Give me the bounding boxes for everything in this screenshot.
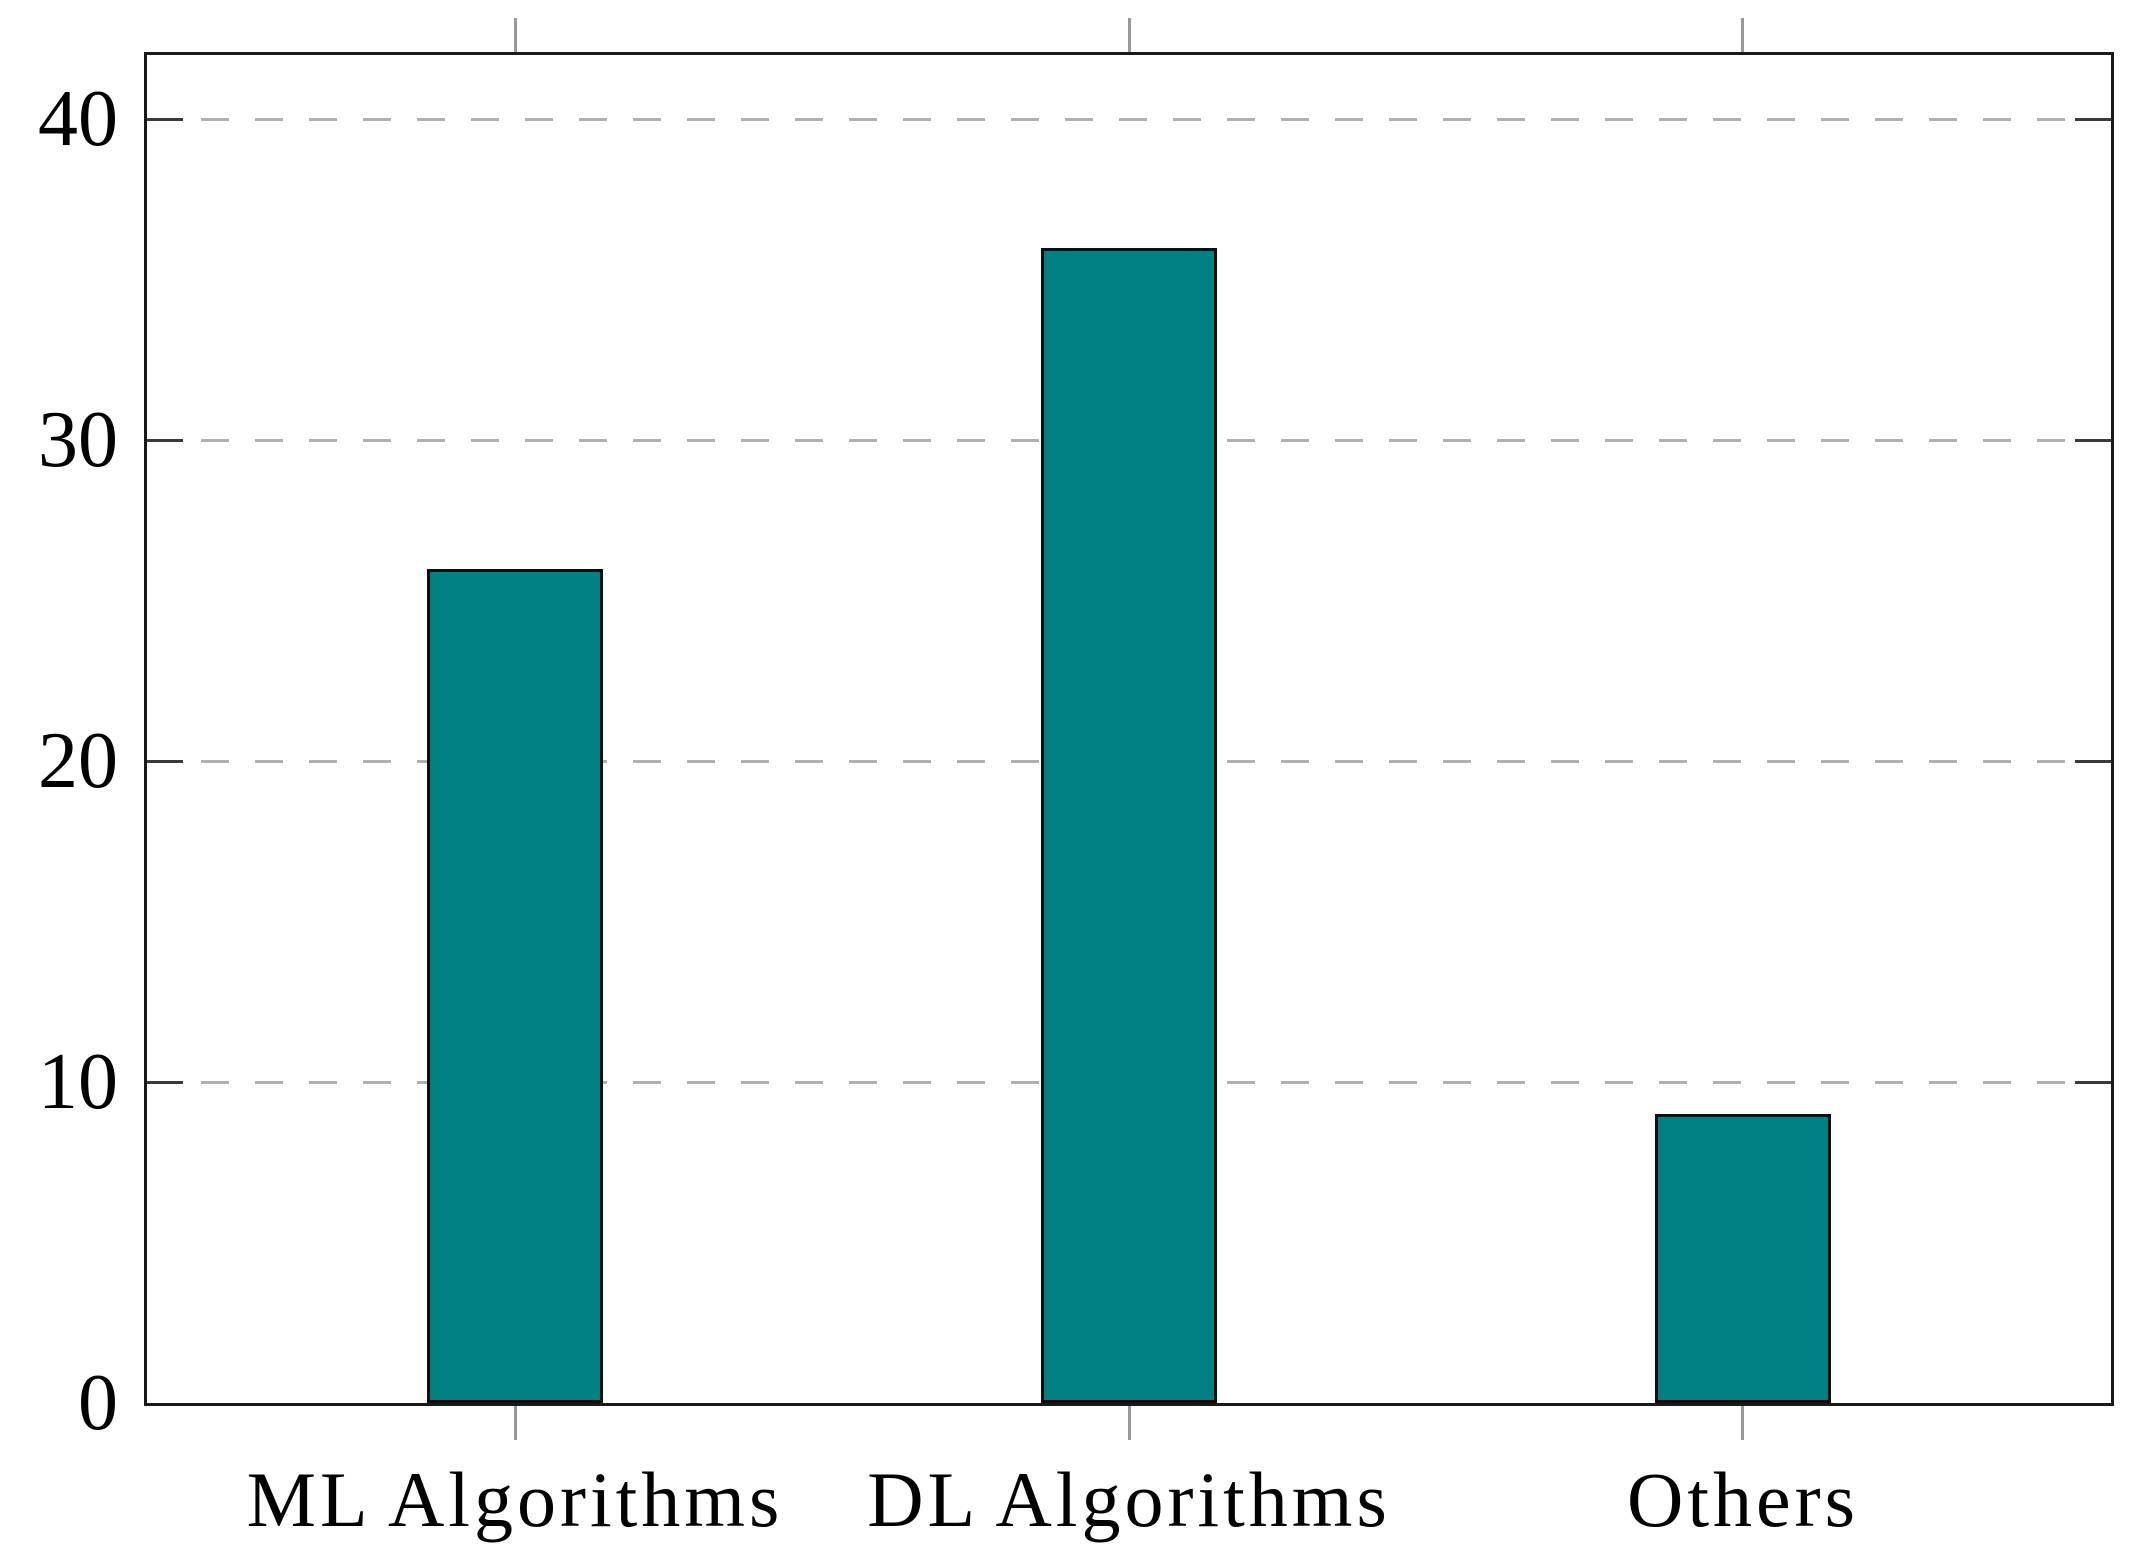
y-axis-tick-mark — [2075, 117, 2111, 121]
y-axis-tick-mark — [147, 438, 183, 442]
y-axis-tick-mark — [147, 759, 183, 763]
bar-ml-algorithms — [427, 568, 604, 1403]
horizontal-gridline — [147, 117, 2111, 121]
y-axis-tick-mark — [2075, 438, 2111, 442]
y-axis-tick-label: 10 — [38, 1038, 118, 1126]
y-axis-tick-label: 30 — [38, 396, 118, 484]
plot-area — [144, 18, 2114, 1440]
bar-others — [1654, 1114, 1831, 1403]
y-axis-tick-mark — [147, 1080, 183, 1084]
x-axis-tick-mark-bottom — [1127, 1406, 1131, 1440]
y-axis-tick-label: 20 — [38, 717, 118, 805]
y-axis-tick-mark — [147, 117, 183, 121]
bar-dl-algorithms — [1041, 247, 1217, 1403]
x-axis-tick-mark-bottom — [513, 1406, 517, 1440]
x-axis-tick-mark-top — [1741, 18, 1745, 52]
x-axis-tick-mark-top — [513, 18, 517, 52]
x-axis-category-label: Others — [1627, 1456, 1859, 1543]
y-axis-tick-label: 40 — [38, 75, 118, 163]
x-axis-category-label: ML Algorithms — [246, 1456, 784, 1543]
y-axis-tick-mark — [2075, 759, 2111, 763]
x-axis-tick-mark-bottom — [1741, 1406, 1745, 1440]
y-axis-tick-mark — [2075, 1080, 2111, 1084]
x-axis-category-label: DL Algorithms — [867, 1456, 1391, 1543]
y-axis-tick-label: 0 — [78, 1359, 118, 1447]
x-axis-tick-mark-top — [1127, 18, 1131, 52]
